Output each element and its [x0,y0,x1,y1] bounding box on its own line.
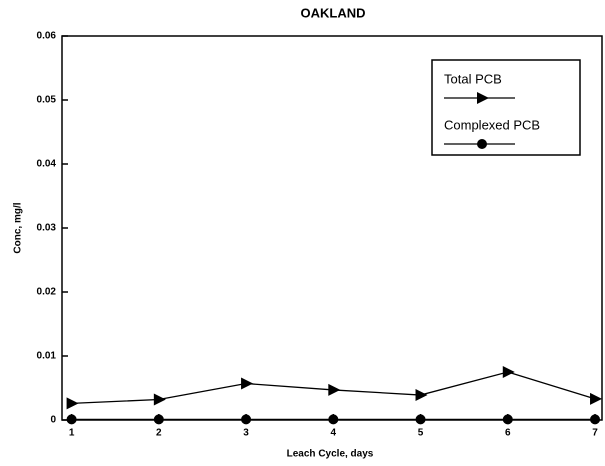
x-tick-label: 1 [69,428,75,439]
marker [590,414,601,425]
marker [328,383,341,396]
marker [477,139,487,149]
y-tick-label: 0.02 [37,287,57,298]
x-tick-label: 7 [592,428,598,439]
y-tick-label: 0.03 [37,223,57,234]
marker [153,393,166,406]
marker [415,414,426,425]
x-tick-label: 5 [418,428,424,439]
y-tick-label: 0.05 [37,95,57,106]
marker [241,414,252,425]
x-tick-label: 6 [505,428,511,439]
marker [502,414,513,425]
y-tick-label: 0.06 [37,31,57,42]
x-tick-label: 2 [156,428,162,439]
marker [590,392,603,405]
x-tick-label: 4 [331,428,337,439]
chart-title: OAKLAND [301,5,366,20]
marker [328,414,339,425]
legend-label: Total PCB [444,71,502,86]
x-tick-label: 3 [243,428,249,439]
x-axis-label: Leach Cycle, days [287,449,374,460]
marker [477,92,489,104]
marker [153,414,164,425]
y-tick-label: 0 [50,415,56,426]
y-axis-label: Conc, mg/l [13,202,24,253]
marker [66,414,77,425]
marker [415,389,428,402]
y-tick-label: 0.04 [37,159,57,170]
legend-label: Complexed PCB [444,117,540,132]
marker [66,397,79,410]
legend-box [431,59,581,156]
marker [241,377,254,390]
y-tick-label: 0.01 [37,351,57,362]
marker [502,366,515,378]
